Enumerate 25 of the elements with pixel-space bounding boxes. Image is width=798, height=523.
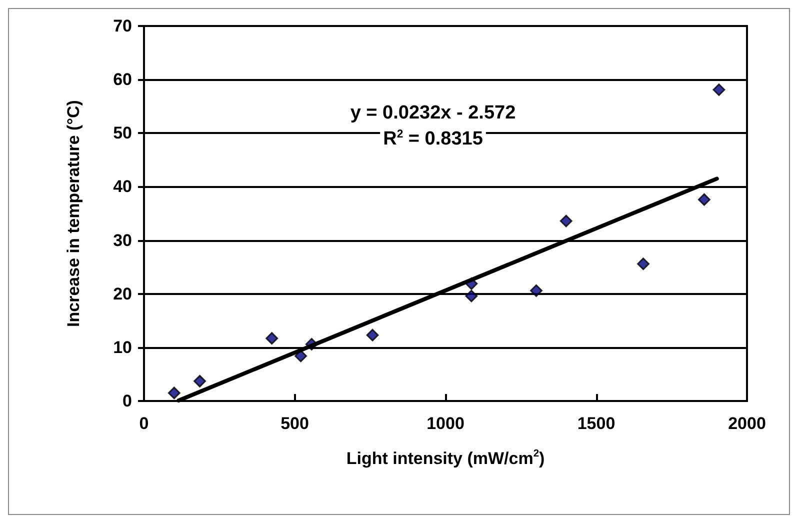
y-tick-label: 0 <box>122 392 132 410</box>
x-tick-label: 1000 <box>426 414 464 433</box>
y-axis-title: Increase in temperature (°C) <box>64 100 83 327</box>
point <box>560 214 572 228</box>
y-tick-label: 20 <box>113 284 132 304</box>
x-tick-label: 0 <box>139 414 149 433</box>
y-tick-label: 70 <box>113 16 132 36</box>
annotation: y = 0.0232x - 2.572 <box>350 102 516 124</box>
point <box>168 386 180 400</box>
point <box>194 374 206 388</box>
x-tick-label: 1500 <box>577 414 616 433</box>
x-tick-label: 500 <box>280 414 309 433</box>
y-tick-label: 10 <box>113 338 132 357</box>
point <box>698 193 710 206</box>
point <box>366 328 379 342</box>
point <box>530 284 542 297</box>
point <box>465 290 478 302</box>
x-tick-label: 2000 <box>728 414 766 433</box>
y-tick-label: 60 <box>113 70 132 90</box>
point <box>712 84 726 96</box>
y-tick-label: 30 <box>113 230 132 250</box>
point <box>266 332 278 345</box>
y-tick-label: 40 <box>113 177 132 196</box>
point <box>637 258 650 270</box>
y-tick-label: 50 <box>113 124 132 143</box>
